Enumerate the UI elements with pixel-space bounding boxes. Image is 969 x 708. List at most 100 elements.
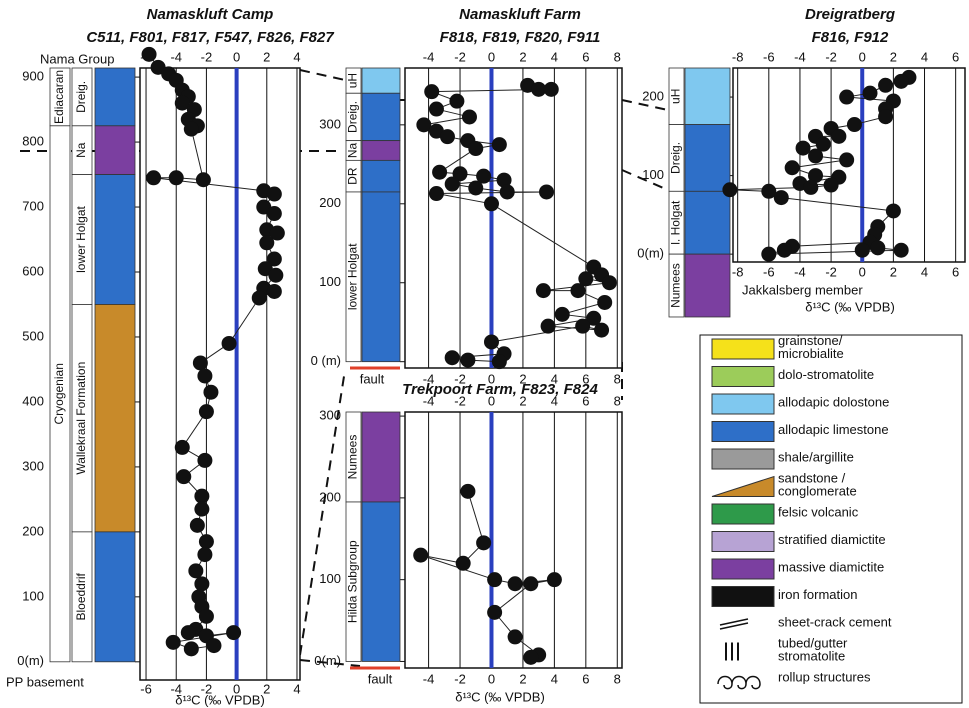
unit-block xyxy=(361,411,401,503)
data-point xyxy=(885,203,901,219)
data-point xyxy=(499,184,515,200)
data-point xyxy=(554,306,570,322)
period-cell xyxy=(49,125,71,663)
data-point xyxy=(578,271,594,287)
x-tick-label: 2 xyxy=(890,49,897,64)
y-tick-label: 0(m) xyxy=(17,653,44,668)
data-point xyxy=(870,240,886,256)
legend-swatch xyxy=(711,421,775,442)
data-point xyxy=(487,572,503,588)
y-tick-label: 700 xyxy=(22,198,44,213)
y-tick-label: 0(m) xyxy=(314,653,341,668)
y-tick-label: 300 xyxy=(22,458,44,473)
data-point xyxy=(597,294,613,310)
y-tick-label: 300 xyxy=(319,408,341,423)
data-point xyxy=(174,95,190,111)
y-tick-label: 100 xyxy=(319,274,341,289)
legend-label: massive diamictite xyxy=(778,559,884,574)
legend-label: dolo-stromatolite xyxy=(778,367,874,382)
data-point xyxy=(491,137,507,153)
dashed-line xyxy=(299,69,346,81)
chart-title: Namaskluft Farm xyxy=(459,6,581,23)
data-point xyxy=(854,242,870,258)
y-tick-label: 200 xyxy=(319,489,341,504)
unit-label: Bloeddrif xyxy=(74,573,88,621)
data-point xyxy=(546,572,562,588)
x-axis-label: δ¹³C (‰ VPDB) xyxy=(175,692,265,707)
data-point xyxy=(203,384,219,400)
x-tick-label: -2 xyxy=(201,681,213,696)
x-tick-label: -4 xyxy=(423,49,435,64)
data-point xyxy=(893,73,909,89)
data-point xyxy=(188,563,204,579)
data-point xyxy=(251,290,267,306)
unit-label: Dreig. xyxy=(669,142,683,174)
x-tick-label: 4 xyxy=(921,49,928,64)
legend-swatch xyxy=(711,338,775,360)
data-point xyxy=(823,177,839,193)
annotation: PP basement xyxy=(6,674,84,689)
x-axis-label: δ¹³C (‰ VPDB) xyxy=(455,689,545,704)
legend-symbol xyxy=(725,642,739,661)
annotation: Nama Group xyxy=(40,51,114,66)
x-tick-label: 2 xyxy=(263,49,270,64)
unit-block xyxy=(361,92,401,142)
plot-frame xyxy=(139,67,301,681)
legend-swatch xyxy=(711,366,775,387)
data-point xyxy=(194,576,210,592)
x-tick-label: -8 xyxy=(732,49,744,64)
y-tick-label: 0(m) xyxy=(637,246,664,261)
data-point xyxy=(507,629,523,645)
data-point xyxy=(165,634,181,650)
x-tick-label: 2 xyxy=(263,681,270,696)
y-tick-label: 100 xyxy=(22,588,44,603)
unit-label: DR xyxy=(346,167,360,185)
annotation: fault xyxy=(368,671,393,686)
x-tick-label: -2 xyxy=(825,49,837,64)
y-tick-label: 800 xyxy=(22,134,44,149)
data-point xyxy=(496,172,512,188)
chart-subtitle: F818, F819, F820, F911 xyxy=(440,29,601,46)
data-point xyxy=(266,251,282,267)
dashed-line xyxy=(621,99,669,111)
x-tick-label: -2 xyxy=(454,393,466,408)
y-tick-label: 600 xyxy=(22,263,44,278)
legend-label: allodapic dolostone xyxy=(778,394,889,409)
legend-label: grainstone/ xyxy=(778,333,843,348)
chart-title: Trekpoort Farm, F823, F824 xyxy=(402,381,598,398)
data-point xyxy=(192,355,208,371)
unit-label: Wallekraal Formation xyxy=(74,362,88,475)
unit-label: Numees xyxy=(669,263,683,308)
unit-label: Na xyxy=(74,142,88,158)
data-point xyxy=(198,534,214,550)
data-point xyxy=(808,168,824,184)
x-tick-label: -6 xyxy=(763,49,775,64)
data-point xyxy=(428,101,444,117)
data-point xyxy=(535,283,551,299)
x-tick-label: 4 xyxy=(551,671,558,686)
data-point xyxy=(594,322,610,338)
data-point xyxy=(586,310,602,326)
unit-block xyxy=(684,124,731,192)
x-tick-label: -6 xyxy=(763,264,775,279)
chart-title: Namaskluft Camp xyxy=(147,6,274,23)
x-tick-label: 6 xyxy=(582,49,589,64)
data-point xyxy=(539,184,555,200)
unit-label-cell xyxy=(71,531,93,663)
unit-label-cell xyxy=(345,191,362,363)
x-tick-label: 6 xyxy=(952,49,959,64)
x-tick-label: 0 xyxy=(859,264,866,279)
x-tick-label: 6 xyxy=(582,371,589,386)
data-point xyxy=(862,85,878,101)
legend-label: iron formation xyxy=(778,587,857,602)
data-point xyxy=(439,129,455,145)
x-tick-label: -2 xyxy=(454,671,466,686)
data-point xyxy=(893,242,909,258)
y-tick-label: 100 xyxy=(642,167,664,182)
y-tick-label: 400 xyxy=(22,393,44,408)
x-tick-label: 2 xyxy=(519,371,526,386)
x-tick-label: 4 xyxy=(921,264,928,279)
data-point xyxy=(784,160,800,176)
unit-label: lower Holgat xyxy=(346,243,360,310)
data-point xyxy=(226,625,242,641)
